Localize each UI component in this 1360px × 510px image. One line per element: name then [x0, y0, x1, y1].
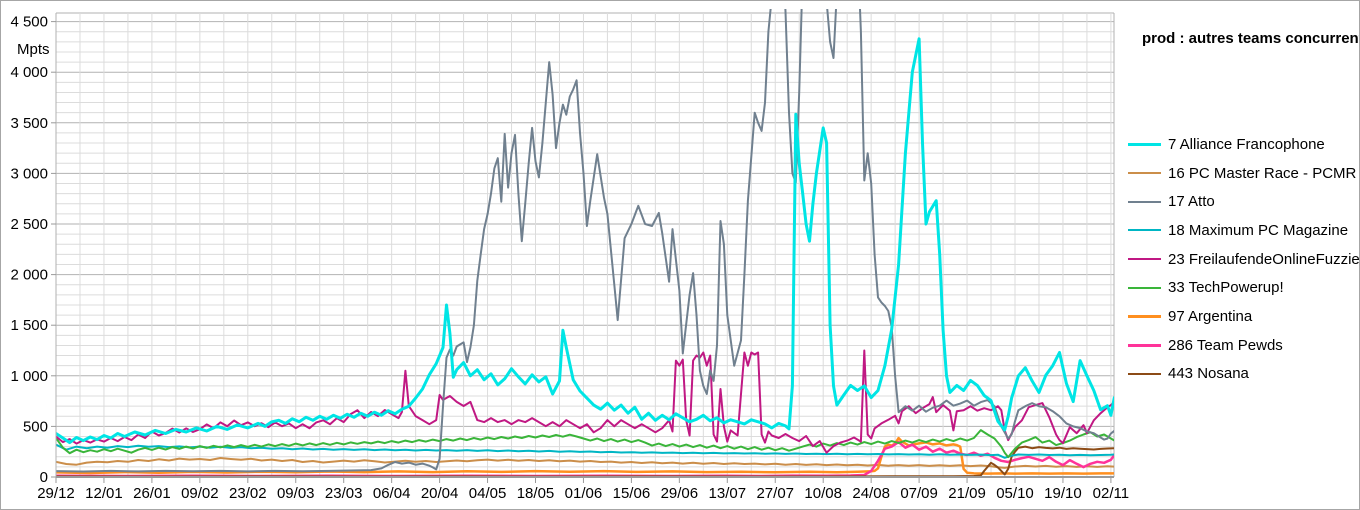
y-tick-label: 4 000 [10, 64, 48, 81]
x-tick-label: 19/10 [1044, 485, 1082, 502]
y-tick-label: 4 500 [10, 14, 48, 31]
legend-item: 33 TechPowerup! [1128, 273, 1358, 302]
x-tick-label: 04/05 [469, 485, 507, 502]
y-tick-label: 2 500 [10, 216, 48, 233]
series-line-7-alliance-francophone [56, 37, 1114, 445]
series-line-33-techpowerup [56, 429, 1114, 459]
y-tick-label: 3 500 [10, 115, 48, 132]
x-tick-label: 20/04 [421, 485, 459, 502]
y-tick-label: 0 [40, 469, 48, 486]
x-axis-labels: 29/12 12/01 26/01 09/02 23/02 09/03 23/03 06/04… [37, 485, 1129, 502]
legend-item: 17 Atto [1128, 187, 1358, 216]
legend-item: 23 FreilaufendeOnlineFuzzies [1128, 245, 1360, 274]
axes [51, 13, 1114, 483]
legend-item: 7 Alliance Francophone [1128, 130, 1358, 159]
legend-item: 18 Maximum PC Magazine [1128, 216, 1358, 245]
x-tick-label: 24/08 [852, 485, 890, 502]
series-line-17-atto [56, 9, 1114, 473]
y-tick-label: 1 000 [10, 368, 48, 385]
y-tick-label: 2 000 [10, 267, 48, 284]
x-tick-label: 09/03 [277, 485, 315, 502]
y-axis-labels: 0 500 1 000 1 500 2 000 2 500 3 000 3 500 4 000 4… [10, 14, 48, 486]
x-tick-label: 10/08 [804, 485, 842, 502]
series-line-97-argentina [56, 436, 1114, 475]
legend-swatch [1128, 286, 1161, 289]
legend-label: 7 Alliance Francophone [1168, 135, 1325, 153]
y-tick-label: 3 000 [10, 165, 48, 182]
x-tick-label: 06/04 [373, 485, 411, 502]
legend-item: 286 Team Pewds [1128, 331, 1358, 360]
legend-label: 23 FreilaufendeOnlineFuzzies [1168, 250, 1360, 268]
legend-swatch [1128, 200, 1161, 203]
legend-item: 443 Nosana [1128, 360, 1358, 389]
x-tick-label: 09/02 [181, 485, 219, 502]
legend-swatch [1128, 258, 1161, 261]
legend-label: 17 Atto [1168, 193, 1215, 211]
x-tick-label: 23/02 [229, 485, 267, 502]
legend: prod : autres teams concurrentes 7 Allia… [1128, 1, 1360, 509]
legend-swatch [1128, 229, 1161, 232]
legend-label: 97 Argentina [1168, 307, 1253, 325]
y-tick-label: 500 [23, 418, 48, 435]
legend-label: 18 Maximum PC Magazine [1168, 221, 1349, 239]
x-tick-label: 26/01 [133, 485, 171, 502]
legend-label: 16 PC Master Race - PCMR [1168, 164, 1357, 182]
x-tick-label: 05/10 [996, 485, 1034, 502]
series-line-16-pc-master-race-pcmr [56, 457, 1114, 469]
legend-swatch [1128, 142, 1161, 146]
x-tick-label: 12/01 [85, 485, 123, 502]
x-tick-label: 18/05 [517, 485, 555, 502]
x-tick-label: 07/09 [900, 485, 938, 502]
legend-label: 33 TechPowerup! [1168, 279, 1284, 297]
x-tick-label: 23/03 [325, 485, 363, 502]
x-tick-label: 29/12 [37, 485, 75, 502]
x-tick-label: 27/07 [756, 485, 794, 502]
x-tick-label: 15/06 [613, 485, 651, 502]
legend-swatch [1128, 372, 1161, 375]
y-axis-unit-label: Mpts [17, 41, 50, 58]
series-lines [56, 9, 1114, 478]
legend-items: 7 Alliance Francophone 16 PC Master Race … [1128, 130, 1360, 389]
legend-title: prod : autres teams concurrentes [1142, 30, 1360, 47]
legend-swatch [1128, 343, 1161, 347]
gridlines [56, 12, 1115, 477]
x-tick-label: 02/11 [1093, 485, 1129, 502]
x-tick-label: 13/07 [709, 485, 747, 502]
legend-item: 97 Argentina [1128, 302, 1358, 331]
legend-swatch [1128, 172, 1161, 175]
x-tick-label: 29/06 [661, 485, 699, 502]
legend-item: 16 PC Master Race - PCMR [1128, 159, 1358, 188]
x-tick-label: 01/06 [565, 485, 603, 502]
legend-label: 443 Nosana [1168, 365, 1249, 383]
legend-label: 286 Team Pewds [1168, 336, 1283, 354]
y-tick-label: 1 500 [10, 317, 48, 334]
legend-swatch [1128, 314, 1161, 318]
x-tick-label: 21/09 [948, 485, 986, 502]
